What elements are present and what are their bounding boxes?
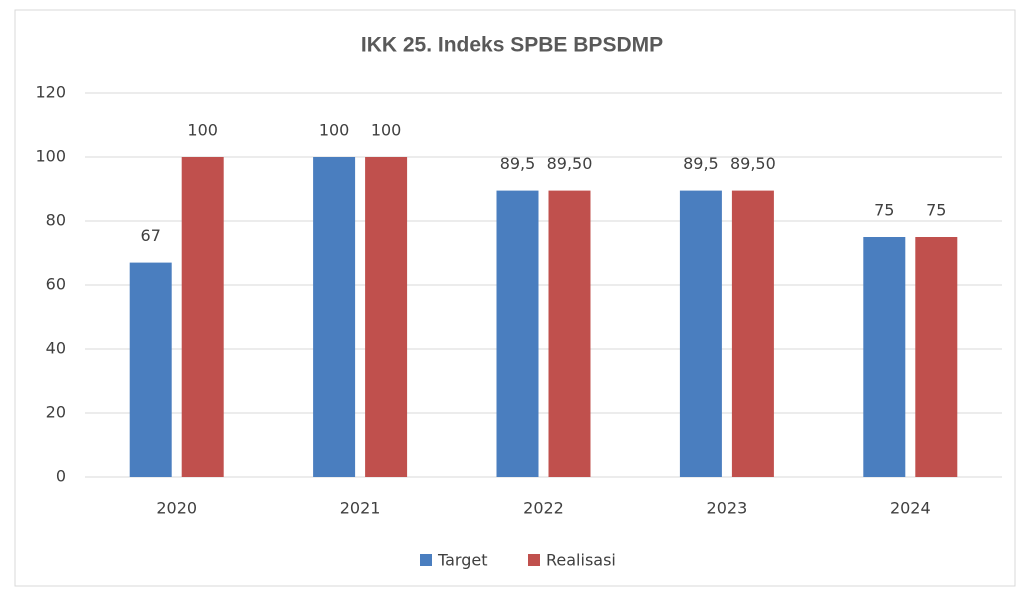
bar: [863, 237, 906, 477]
bar: [496, 190, 539, 477]
y-tick-label: 0: [56, 467, 66, 486]
y-tick-label: 80: [46, 211, 66, 230]
data-label: 89,50: [547, 154, 593, 173]
bar: [548, 190, 591, 477]
bar: [731, 190, 774, 477]
y-tick-label: 120: [35, 83, 66, 102]
data-label: 75: [874, 201, 894, 220]
bar: [915, 237, 958, 477]
x-tick-label: 2022: [523, 499, 564, 518]
data-label: 75: [926, 201, 946, 220]
data-label: 89,5: [683, 154, 719, 173]
bar: [679, 190, 722, 477]
legend-label: Target: [437, 551, 488, 570]
data-label: 100: [371, 121, 402, 140]
data-label: 100: [319, 121, 350, 140]
bar: [313, 157, 356, 477]
data-label: 89,50: [730, 154, 776, 173]
x-tick-label: 2023: [707, 499, 748, 518]
data-label: 100: [187, 121, 218, 140]
y-tick-label: 100: [35, 147, 66, 166]
bar: [129, 262, 172, 477]
chart-title: IKK 25. Indeks SPBE BPSDMP: [361, 34, 663, 57]
data-label: 67: [141, 226, 161, 245]
y-tick-label: 40: [46, 339, 66, 358]
x-tick-label: 2021: [340, 499, 381, 518]
legend-label: Realisasi: [546, 551, 616, 570]
legend-swatch: [528, 554, 540, 566]
bar: [365, 157, 408, 477]
legend-swatch: [420, 554, 432, 566]
x-tick-label: 2024: [890, 499, 931, 518]
y-tick-label: 60: [46, 275, 66, 294]
y-tick-label: 20: [46, 403, 66, 422]
x-tick-label: 2020: [156, 499, 197, 518]
bar: [181, 157, 224, 477]
data-label: 89,5: [500, 154, 536, 173]
